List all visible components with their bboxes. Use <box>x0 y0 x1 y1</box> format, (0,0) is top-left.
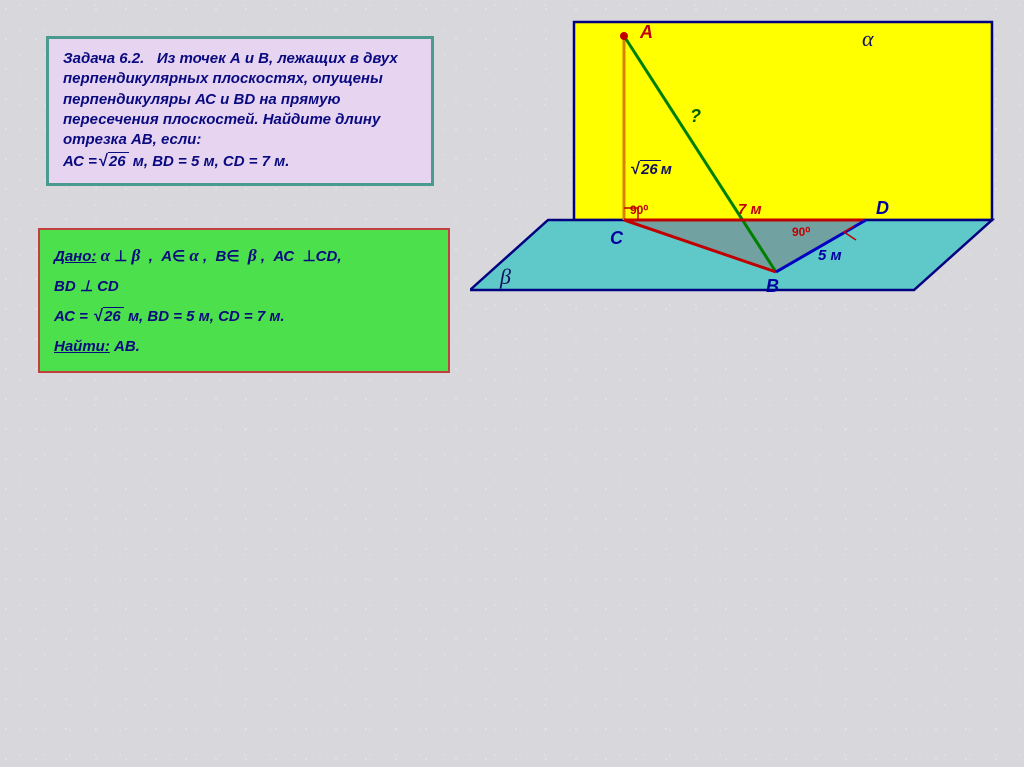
problem-box: Задача 6.2. Из точек А и В, лежащих в дв… <box>46 36 434 186</box>
label-5m: 5 м <box>818 247 842 264</box>
problem-condition-suffix: м, BD = 5 м, CD = 7 м. <box>133 153 290 170</box>
diagram-svg: А С D В α β ? 90⁰ 90⁰ 7 м 5 м <box>470 12 1000 302</box>
label-B: В <box>766 276 779 296</box>
label-question: ? <box>690 106 701 126</box>
given-box: Дано: α ⊥ β , А∈ α , В∈ β , АС ⊥CD, BD ⊥… <box>38 228 450 373</box>
plane-alpha <box>574 22 992 220</box>
label-A: А <box>639 22 653 42</box>
given-line-3: АС = 26 м, BD = 5 м, CD = 7 м. <box>54 301 434 332</box>
label-7m: 7 м <box>738 201 762 218</box>
problem-sqrt: 26 <box>97 150 129 172</box>
problem-condition-prefix: АС = <box>63 153 97 170</box>
find-value: АВ. <box>114 338 140 355</box>
label-sqrt26: 26м <box>629 160 672 179</box>
label-C: С <box>610 228 624 248</box>
label-D: D <box>876 198 889 218</box>
point-A <box>620 32 628 40</box>
given-line-2: BD ⊥ CD <box>54 273 434 302</box>
label-alpha: α <box>862 26 874 51</box>
problem-title: Задача 6.2. <box>63 50 144 67</box>
given-label: Дано: <box>54 248 96 265</box>
given-line-1: Дано: α ⊥ β , А∈ α , В∈ β , АС ⊥CD, <box>54 240 434 273</box>
label-angle-D: 90⁰ <box>792 225 810 239</box>
label-angle-C: 90⁰ <box>630 203 648 217</box>
diagram: А С D В α β ? 90⁰ 90⁰ 7 м 5 м 26м <box>470 12 1000 302</box>
find-label: Найти: <box>54 338 110 355</box>
label-beta: β <box>499 264 511 289</box>
given-sqrt: 26 <box>92 301 124 332</box>
find-line: Найти: АВ. <box>54 333 434 362</box>
